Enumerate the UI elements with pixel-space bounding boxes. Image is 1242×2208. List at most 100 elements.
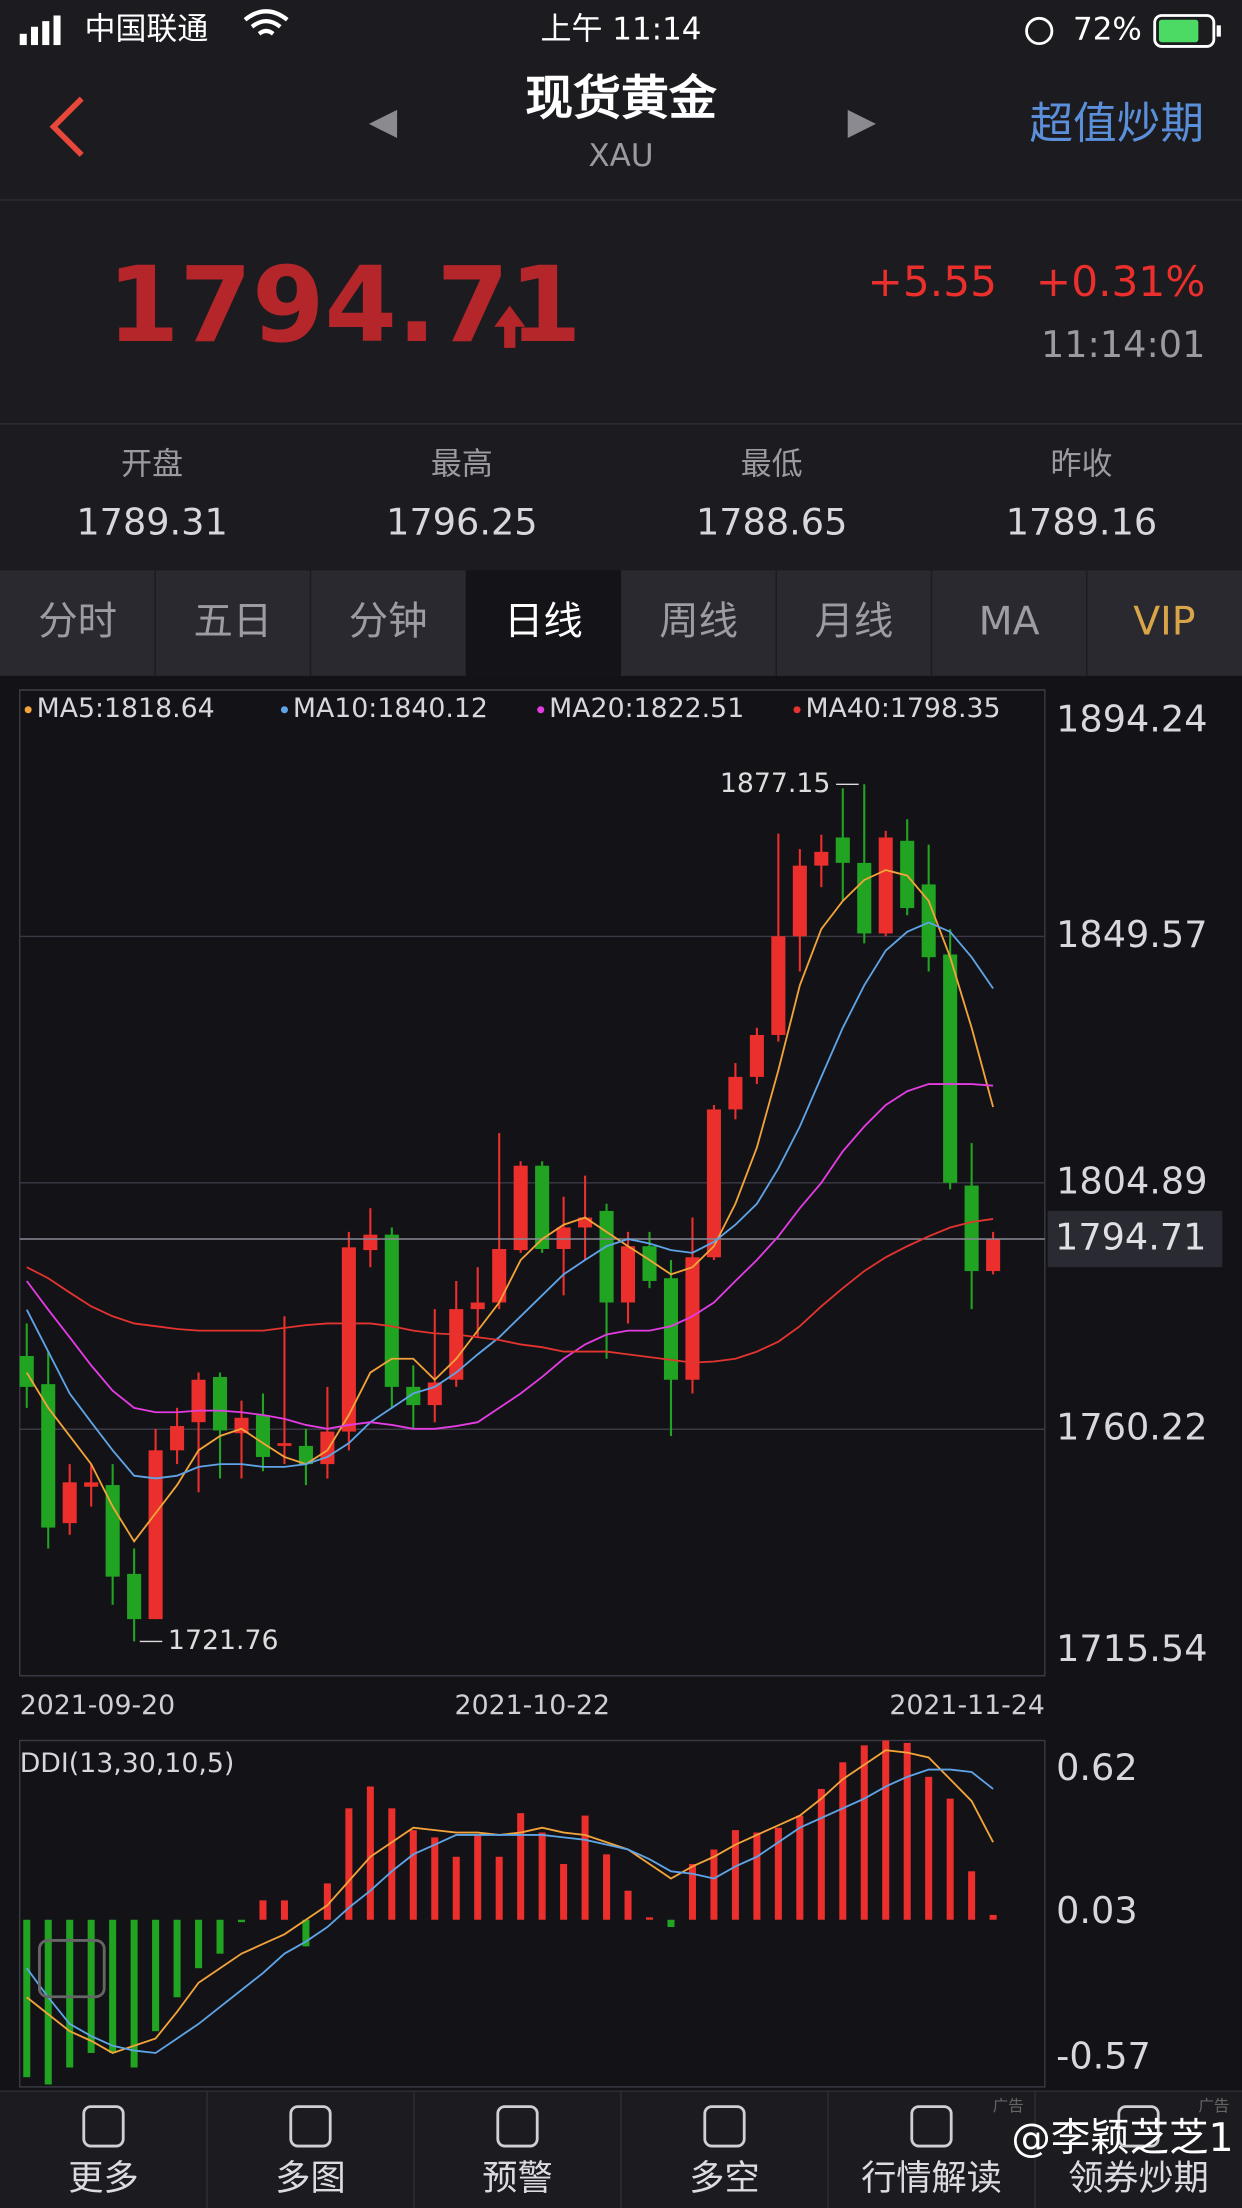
indicator-bar [452, 1856, 460, 1920]
tab[interactable]: MA [979, 598, 1040, 644]
tab[interactable]: 月线 [814, 598, 893, 644]
nav-label[interactable]: 领券炒期 [1068, 2158, 1209, 2199]
last-price-label: 1794.71 [1055, 1216, 1206, 1259]
x-tick-label: 2021-09-20 [20, 1690, 175, 1721]
nav-label[interactable]: 多空 [689, 2158, 759, 2199]
y-tick-label: 1849.57 [1056, 913, 1207, 956]
x-tick-label: 2021-10-22 [455, 1690, 610, 1721]
indicator-bar [130, 1919, 138, 2068]
back-button[interactable] [49, 96, 84, 157]
candle-body [492, 1248, 507, 1303]
y-tick-label: 1804.89 [1056, 1159, 1207, 1202]
candle-body [964, 1185, 979, 1272]
watermark: @李颖芝芝1 [1011, 2115, 1233, 2161]
next-button[interactable] [847, 109, 876, 138]
candle-body [749, 1034, 764, 1077]
indicator-bar [23, 1919, 31, 2078]
indicator-bar [66, 1919, 74, 2068]
candle-body [578, 1217, 593, 1228]
indicator-bar [968, 1871, 976, 1920]
nav-icon[interactable] [910, 2105, 953, 2148]
header-action[interactable]: 超值炒期 [1029, 99, 1204, 150]
wifi-icon [243, 9, 289, 36]
tab[interactable]: 五日 [193, 598, 272, 644]
price: 1794.71 [107, 244, 582, 366]
indicator-bar [903, 1742, 911, 1920]
legend-dot [793, 706, 801, 714]
nav-icon[interactable] [82, 2105, 125, 2148]
indicator-bar [882, 1740, 890, 1920]
candle-body [857, 862, 872, 934]
top-panel [0, 0, 1242, 571]
candle-body [320, 1431, 335, 1465]
indicator-bar [624, 1890, 632, 1920]
candle-body [62, 1482, 77, 1524]
tab[interactable]: 分钟 [349, 598, 428, 644]
battery-icon [1153, 14, 1221, 48]
indicator-bar [688, 1864, 696, 1920]
y2-tick-label: 0.62 [1056, 1746, 1138, 1789]
nav-label[interactable]: 行情解读 [861, 2158, 1002, 2199]
stat-value: 1789.16 [1006, 500, 1157, 543]
candle-body [127, 1573, 142, 1620]
legend-label: MA5:1818.64 [37, 693, 215, 724]
indicator-bar [87, 1919, 95, 2053]
indicator-bar [323, 1883, 331, 1920]
x-tick-label: 2021-11-24 [889, 1690, 1044, 1721]
indicator-bar [173, 1919, 181, 1998]
battery-text: 72% [1073, 11, 1142, 47]
candle-body [341, 1247, 356, 1432]
float-button[interactable] [38, 1939, 106, 1999]
indicator-line [26, 1768, 994, 2054]
candle-body [363, 1234, 378, 1251]
candle-body [41, 1384, 56, 1528]
tab[interactable]: VIP [1133, 598, 1195, 644]
ad-label: 广告 [993, 2097, 1024, 2115]
candle-body [921, 884, 936, 958]
indicator-title: DDI(13,30,10,5) [20, 1748, 235, 1779]
tab[interactable]: 周线 [659, 598, 738, 644]
candle-body [298, 1445, 313, 1465]
nav-label[interactable]: 多图 [275, 2158, 345, 2199]
tab[interactable]: 日线 [504, 598, 583, 644]
candle-body [384, 1234, 399, 1387]
legend-label: MA20:1822.51 [549, 693, 744, 724]
candle-body [706, 1109, 721, 1258]
prev-button[interactable] [368, 109, 398, 138]
indicator-bar [195, 1919, 203, 1969]
candle-body [814, 851, 829, 866]
tab[interactable]: 分时 [38, 598, 117, 644]
candle-body [900, 840, 915, 909]
indicator-frame [19, 1739, 1046, 2088]
indicator-bar [517, 1813, 525, 1920]
indicator-bar [989, 1914, 997, 1920]
nav-icon[interactable] [289, 2105, 332, 2148]
nav-label[interactable]: 更多 [68, 2158, 138, 2199]
active-tab [465, 570, 621, 676]
subtitle: XAU [588, 138, 653, 174]
indicator-bar [474, 1834, 482, 1920]
nav-label[interactable]: 预警 [482, 2158, 552, 2199]
indicator-bar [152, 1919, 160, 2032]
indicator-bar [817, 1788, 825, 1920]
candle-body [105, 1485, 120, 1577]
indicator-bar [366, 1786, 374, 1920]
candle-body [556, 1227, 571, 1249]
candle-body [878, 837, 893, 934]
indicator-bar [560, 1864, 568, 1920]
nav-icon[interactable] [496, 2105, 539, 2148]
indicator-bar [925, 1776, 933, 1920]
nav-icon[interactable] [1117, 2105, 1160, 2148]
y2-tick-label: 0.03 [1056, 1889, 1138, 1932]
nav-icon[interactable] [703, 2105, 746, 2148]
indicator-bar [280, 1900, 288, 1920]
stat-value: 1796.25 [386, 500, 537, 543]
ma-line [25, 921, 994, 1480]
stat-value: 1789.31 [76, 500, 227, 543]
y2-tick-label: -0.57 [1056, 2034, 1151, 2077]
y-tick-label: 1760.22 [1056, 1406, 1207, 1449]
indicator-bar [645, 1917, 654, 1920]
candle-body [170, 1426, 185, 1451]
change-pct: +0.31% [1036, 257, 1206, 306]
